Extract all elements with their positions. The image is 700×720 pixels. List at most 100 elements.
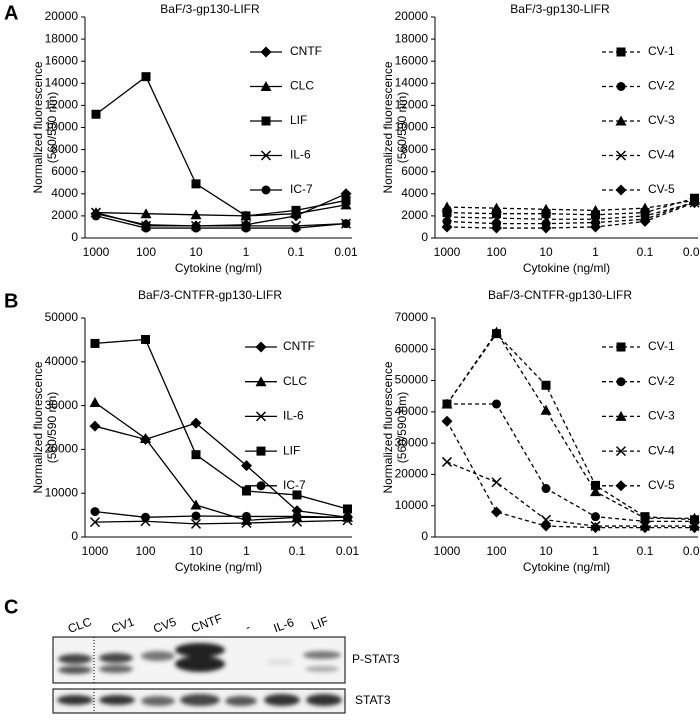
marker [343, 504, 352, 514]
lane-label: LIF [309, 614, 330, 633]
x-tick-label: 0.1 [289, 544, 306, 558]
marker [191, 450, 201, 460]
marker [491, 202, 502, 213]
legend-label: CV-5 [648, 182, 675, 196]
y-tick-label: 18000 [395, 31, 429, 45]
chart-title: BaF/3-CNTFR-gp130-LIFR [488, 288, 632, 302]
x-tick-label: 10 [189, 245, 203, 259]
legend-marker [615, 115, 627, 126]
x-tick-label: 1000 [434, 544, 461, 558]
marker [141, 223, 151, 233]
x-tick-label: 0.1 [637, 245, 654, 259]
marker [689, 197, 700, 209]
marker [341, 195, 351, 205]
chart: BaF/3-CNTFR-gp130-LIFR Normalized fluores… [381, 288, 700, 574]
marker [141, 334, 150, 344]
y-axis-label: Normalized fluorescence [381, 361, 395, 493]
x-tick-label: 10 [189, 544, 203, 558]
series-line [95, 215, 347, 229]
y-axis-label: Normalized fluorescence [381, 61, 395, 193]
y-axis-label: (560/590 nm) [395, 92, 409, 163]
series-line [446, 199, 695, 212]
y-tick-label: 20000 [395, 467, 429, 481]
marker [590, 522, 601, 534]
x-tick-label: 100 [486, 544, 506, 558]
y-tick-label: 12000 [45, 98, 79, 112]
bands [57, 694, 342, 706]
marker [639, 215, 651, 227]
legend-label: CV-2 [648, 374, 675, 388]
x-tick-label: 0.1 [288, 245, 305, 259]
y-tick-label: 8000 [401, 142, 428, 156]
legend-marker [615, 184, 627, 196]
marker [491, 506, 502, 518]
x-tick-label: 100 [486, 245, 506, 259]
y-tick-label: 0 [421, 529, 428, 543]
legend-label: CV-4 [648, 148, 675, 162]
y-tick-label: 10000 [395, 498, 429, 512]
lane-label: CV1 [109, 615, 136, 636]
marker [89, 420, 101, 432]
marker [90, 507, 100, 517]
x-tick-label: 0.01 [683, 544, 700, 558]
y-tick-label: 14000 [395, 75, 429, 89]
y-tick-label: 30000 [395, 435, 429, 449]
y-tick-label: 10000 [45, 120, 79, 134]
marker [492, 399, 501, 409]
marker [540, 404, 552, 415]
marker [590, 214, 601, 225]
chart: BaF/3-gp130-LIFR Normalized fluorescence(… [31, 2, 358, 275]
series-line [95, 204, 347, 217]
marker [190, 499, 202, 510]
x-tick-label: 0.01 [334, 245, 358, 259]
marker [540, 203, 552, 214]
marker [591, 480, 600, 490]
legend-label: IL-6 [283, 409, 304, 423]
legend-label: LIF [290, 113, 307, 127]
x-tick-label: 100 [135, 544, 155, 558]
series-line [94, 422, 348, 518]
marker [91, 109, 101, 119]
legend-label: CV-3 [648, 113, 675, 127]
marker [491, 477, 502, 488]
series-line [446, 200, 695, 225]
marker [291, 223, 301, 233]
legend-marker [616, 82, 626, 91]
marker [441, 456, 453, 467]
chart-title: BaF/3-gp130-LIFR [510, 2, 610, 16]
x-tick-label: 0.1 [637, 544, 654, 558]
y-axis-label: (560/590 nm) [45, 392, 59, 463]
legend-marker [256, 446, 266, 456]
y-tick-label: 8000 [51, 142, 78, 156]
legend-label: CNTF [290, 44, 322, 58]
marker [190, 518, 202, 529]
legend-marker [615, 480, 627, 492]
legend-label: CLC [283, 374, 307, 388]
y-tick-label: 6000 [401, 164, 428, 178]
legend-marker [616, 377, 626, 387]
y-tick-label: 6000 [51, 164, 78, 178]
panel-letter: B [4, 290, 18, 312]
marker [343, 512, 352, 522]
legend-label: CV-4 [648, 443, 675, 457]
y-tick-label: 30000 [45, 398, 79, 412]
legend-label: CV-5 [648, 478, 675, 492]
y-tick-label: 40000 [45, 354, 79, 368]
marker [141, 512, 150, 522]
marker [590, 221, 601, 233]
marker [441, 415, 453, 427]
marker [242, 486, 251, 496]
y-tick-label: 2000 [401, 208, 428, 222]
marker [639, 202, 651, 213]
x-tick-label: 1 [592, 245, 599, 259]
chart-title: BaF/3-gp130-LIFR [160, 2, 260, 16]
y-tick-label: 20000 [45, 442, 79, 456]
marker [540, 514, 552, 525]
marker [540, 520, 552, 532]
marker [441, 398, 453, 409]
chart: BaF/3-gp130-LIFR Normalized fluorescence(… [381, 2, 700, 275]
lane-label: CNTF [189, 611, 224, 635]
marker [491, 222, 502, 234]
row-label: P-STAT3 [352, 652, 400, 666]
